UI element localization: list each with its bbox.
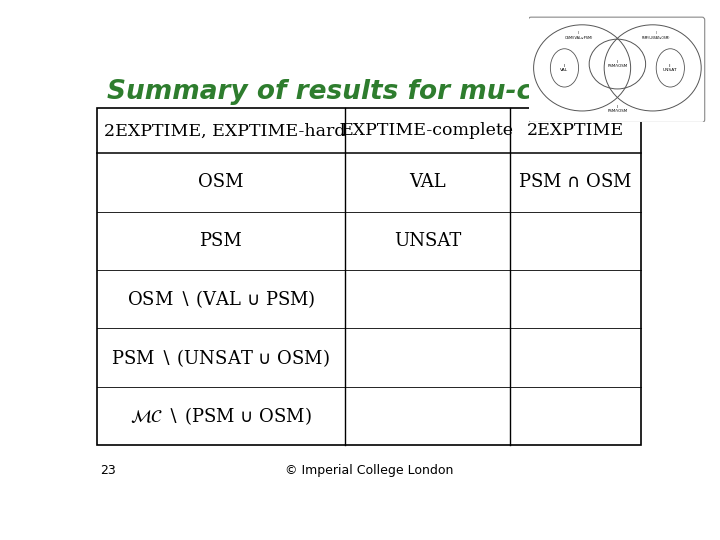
Text: II
PSM\(UNSAT∪OSM): II PSM\(UNSAT∪OSM) [642,31,670,39]
Text: 23: 23 [100,464,116,477]
Text: UNSAT: UNSAT [394,232,461,250]
Text: OSM $\setminus$ (VAL $\cup$ PSM): OSM $\setminus$ (VAL $\cup$ PSM) [127,288,315,310]
Text: PSM $\cap$ OSM: PSM $\cap$ OSM [518,173,633,192]
Bar [97,109,641,445]
Text: II
PSM∩OSM: II PSM∩OSM [608,60,627,69]
Text: OSM: OSM [198,173,243,192]
Text: Summary of results for mu-calculus: Summary of results for mu-calculus [107,79,636,105]
Text: VAL: VAL [409,173,446,192]
Text: II
UNSAT: II UNSAT [663,64,678,72]
Text: © Imperial College London: © Imperial College London [285,464,453,477]
Text: PSM: PSM [199,232,242,250]
Text: I
VAL: I VAL [560,64,569,72]
Text: EXPTIME-complete: EXPTIME-complete [341,123,514,139]
Text: I
PSM∩OSM: I PSM∩OSM [608,105,627,113]
Text: 2EXPTIME, EXPTIME-hard: 2EXPTIME, EXPTIME-hard [104,123,346,139]
Text: PSM $\setminus$ (UNSAT $\cup$ OSM): PSM $\setminus$ (UNSAT $\cup$ OSM) [112,347,330,369]
Text: $\mathcal{MC}$ $\setminus$ (PSM $\cup$ OSM): $\mathcal{MC}$ $\setminus$ (PSM $\cup$ O… [130,405,312,427]
Text: II
OSM\(VAL∪PSM): II OSM\(VAL∪PSM) [564,31,593,39]
Text: 2EXPTIME: 2EXPTIME [527,123,624,139]
FancyBboxPatch shape [528,17,705,123]
